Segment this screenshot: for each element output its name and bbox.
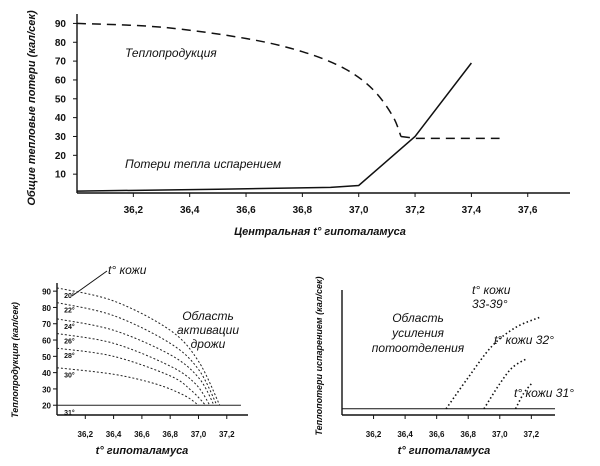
shivering-region-label: Область активации дрожи bbox=[177, 309, 239, 351]
main-x-tick-label: 36,8 bbox=[293, 205, 313, 216]
shivering-y-tick-label: 80 bbox=[42, 304, 51, 313]
shivering-region-line-1: Область bbox=[182, 309, 234, 323]
shivering-curve bbox=[56, 302, 218, 406]
skin-temp-curve-label: 30° bbox=[64, 372, 75, 380]
main-y-tick-label: 40 bbox=[55, 113, 67, 124]
sweating-x-tick-label: 37,2 bbox=[524, 430, 540, 439]
sweating-y-axis-title: Теплопотери испарением (кал/сек) bbox=[314, 276, 324, 435]
shivering-y-tick-label: 70 bbox=[42, 320, 51, 329]
main-chart: 36,2 36,4 36,6 36,8 37,0 37,2 37,4 37,6 10 20 30 40… bbox=[26, 10, 570, 238]
main-y-tick-label: 20 bbox=[55, 151, 67, 162]
shivering-y-tick-label: 90 bbox=[42, 288, 51, 297]
shivering-y-tick-label: 20 bbox=[42, 402, 51, 411]
main-y-tick-label: 10 bbox=[55, 170, 67, 181]
skin-temp-curve-label: 31° bbox=[64, 409, 75, 417]
skin-temp-curve-label: 28° bbox=[64, 352, 75, 360]
shivering-curve bbox=[56, 333, 211, 406]
sweating-curve bbox=[514, 383, 532, 410]
main-x-tick-label: 37,0 bbox=[349, 205, 369, 216]
main-series-label-heat-production: Теплопродукция bbox=[125, 46, 217, 60]
main-y-tick-label: 90 bbox=[55, 19, 67, 30]
main-x-axis-title: Центральная t° гипоталамуса bbox=[234, 226, 406, 238]
skin-temp-curve-label: 26° bbox=[64, 338, 75, 346]
sweating-region-line-3: потоотделения bbox=[372, 341, 465, 355]
main-x-tick-label: 36,6 bbox=[236, 205, 256, 216]
evaporative-loss-curve bbox=[76, 62, 472, 192]
sweating-x-tick-label: 37,0 bbox=[492, 430, 508, 439]
annotation-leader bbox=[71, 270, 108, 297]
main-y-tick-label: 70 bbox=[55, 57, 67, 68]
main-y-tick-label: 80 bbox=[55, 38, 67, 49]
shivering-x-tick-label: 36,8 bbox=[162, 430, 178, 439]
shivering-y-tick-label: 50 bbox=[42, 353, 51, 362]
skin-temp-curve-label: 20° bbox=[64, 292, 75, 300]
sweating-curve bbox=[483, 358, 528, 410]
shivering-x-axis-title: t° гипоталамуса bbox=[96, 445, 189, 457]
shivering-region-line-3: дрожи bbox=[191, 337, 226, 351]
sweating-x-axis-title: t° гипоталамуса bbox=[398, 445, 491, 457]
sweating-curve bbox=[445, 316, 540, 410]
shivering-y-tick-label: 60 bbox=[42, 337, 51, 346]
main-x-tick-label: 37,4 bbox=[462, 205, 482, 216]
main-y-tick-label: 60 bbox=[55, 75, 67, 86]
shivering-y-tick-label: 30 bbox=[42, 385, 51, 394]
main-y-tick-label: 50 bbox=[55, 94, 67, 105]
shivering-y-tick-label: 40 bbox=[42, 369, 51, 378]
shivering-x-tick-label: 36,6 bbox=[134, 430, 150, 439]
shivering-x-tick-label: 36,2 bbox=[78, 430, 94, 439]
sweating-x-tick-label: 36,8 bbox=[460, 430, 476, 439]
shivering-region-line-2: активации bbox=[177, 323, 239, 337]
skin-temp-curve-label: 24° bbox=[64, 323, 75, 331]
skin-temp-annotation: t° кожи bbox=[108, 263, 147, 277]
sweating-x-tick-label: 36,6 bbox=[429, 430, 445, 439]
shivering-curve bbox=[56, 287, 221, 406]
main-x-tick-label: 36,2 bbox=[124, 205, 144, 216]
shivering-chart: 20° 22° 24° 26° 28° 30° 31° 36,2 36,4 36,6 36,8 37… bbox=[10, 263, 248, 457]
sweating-x-tick-label: 36,4 bbox=[397, 430, 413, 439]
sweating-region-line-1: Область bbox=[392, 311, 444, 325]
shivering-curve bbox=[56, 347, 206, 406]
shivering-x-tick-label: 37,2 bbox=[219, 430, 235, 439]
series-label-skin-33-39-line-1: t° кожи bbox=[472, 283, 511, 297]
series-label-skin-31: t° кожи 31° bbox=[514, 386, 574, 400]
shivering-y-axis-title: Теплопродукция (кал/сек) bbox=[10, 302, 20, 418]
main-x-tick-label: 37,2 bbox=[405, 205, 425, 216]
sweating-chart: 36,2 36,4 36,6 36,8 37,0 37,2 Область усилени… bbox=[314, 276, 574, 457]
sweating-region-label: Область усиления потоотделения bbox=[372, 311, 465, 355]
series-label-skin-33-39-line-2: 33-39° bbox=[472, 297, 508, 311]
sweating-x-tick-label: 36,2 bbox=[366, 430, 382, 439]
main-y-tick-label: 30 bbox=[55, 132, 67, 143]
skin-temp-curve-label: 22° bbox=[64, 307, 75, 315]
shivering-curve bbox=[56, 367, 199, 406]
main-x-tick-label: 37,6 bbox=[518, 205, 538, 216]
shivering-x-tick-label: 36,4 bbox=[106, 430, 122, 439]
main-series-label-evaporation: Потери тепла испарением bbox=[125, 157, 281, 171]
series-label-skin-32: t° кожи 32° bbox=[494, 333, 554, 347]
sweating-region-line-2: усиления bbox=[391, 326, 444, 340]
main-x-tick-label: 36,4 bbox=[180, 205, 200, 216]
heat-production-curve bbox=[76, 22, 500, 140]
shivering-x-tick-label: 37,0 bbox=[191, 430, 207, 439]
main-y-axis-title: Общие тепловые потери (кал/сек) bbox=[26, 10, 38, 206]
